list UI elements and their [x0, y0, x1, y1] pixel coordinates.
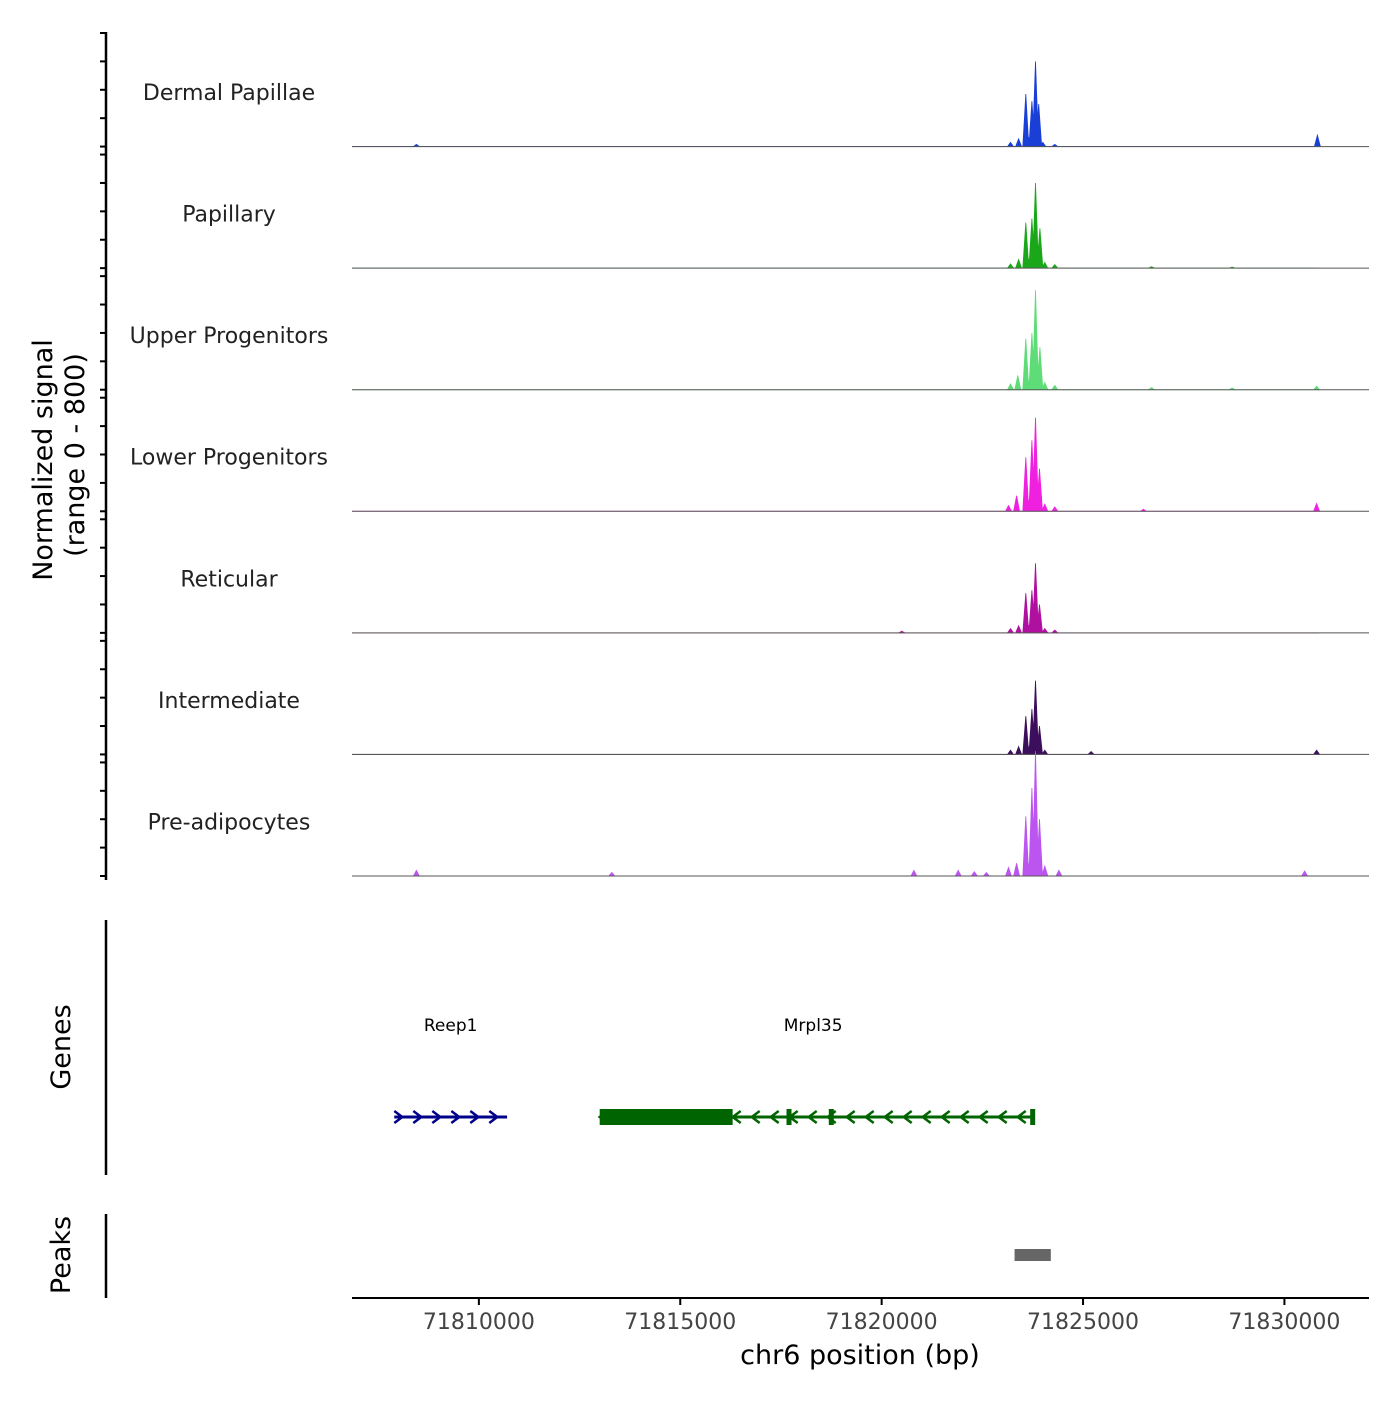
gene-label-reep1: Reep1 — [424, 1016, 478, 1036]
strand-arrow — [863, 1110, 875, 1124]
track-label-papillary: Papillary — [182, 203, 276, 228]
track-pre-adipocytes: Pre-adipocytes — [148, 751, 1369, 877]
gene-exon-block — [599, 1109, 733, 1125]
strand-arrow — [488, 1110, 500, 1124]
x-tick-label: 71810000 — [423, 1310, 535, 1335]
gene-mrpl35: Mrpl35 — [597, 1016, 1036, 1125]
signal-y-axis — [100, 32, 108, 880]
strand-arrow — [730, 1110, 742, 1124]
strand-arrow — [882, 1110, 894, 1124]
coverage-tracks: Dermal Papillae Papillary Upper Progenitor… — [130, 61, 1369, 877]
signal-area-lower-progenitors — [352, 417, 1321, 512]
track-label-intermediate: Intermediate — [158, 689, 300, 714]
x-tick-label: 71825000 — [1027, 1310, 1139, 1335]
strand-arrow — [412, 1110, 424, 1124]
track-lower-progenitors: Lower Progenitors — [130, 417, 1369, 512]
track-intermediate: Intermediate — [158, 680, 1369, 755]
strand-arrow — [431, 1110, 443, 1124]
signal-area-upper-progenitors — [352, 290, 1321, 391]
strand-arrow — [749, 1110, 761, 1124]
signal-area-reticular — [352, 563, 1319, 634]
track-label-dermal-papillae: Dermal Papillae — [143, 81, 315, 106]
y-axis-title-line2: (range 0 - 800) — [60, 353, 91, 557]
strand-arrow — [806, 1110, 818, 1124]
signal-area-papillary — [352, 182, 1319, 269]
peak-region — [1014, 1249, 1051, 1261]
strand-arrow — [469, 1110, 481, 1124]
track-label-upper-progenitors: Upper Progenitors — [130, 324, 329, 349]
signal-area-pre-adipocytes — [352, 751, 1319, 877]
strand-arrow — [920, 1110, 932, 1124]
strand-arrow — [1015, 1110, 1027, 1124]
strand-arrow — [939, 1110, 951, 1124]
track-dermal-papillae: Dermal Papillae — [143, 61, 1369, 148]
track-label-pre-adipocytes: Pre-adipocytes — [148, 810, 311, 835]
strand-arrow — [901, 1110, 913, 1124]
gene-annotations: Reep1 Mrpl35 — [393, 1016, 1036, 1125]
strand-arrow — [958, 1110, 970, 1124]
track-label-reticular: Reticular — [180, 567, 278, 592]
strand-arrow — [393, 1110, 405, 1124]
x-tick-label: 71815000 — [624, 1310, 736, 1335]
peaks-panel-label: Peaks — [46, 1216, 77, 1294]
gene-label-mrpl35: Mrpl35 — [784, 1016, 843, 1036]
signal-area-intermediate — [352, 680, 1321, 755]
strand-arrow — [996, 1110, 1008, 1124]
x-axis-ticks: 71810000 71815000 71820000 71825000 71830000 — [423, 1298, 1340, 1335]
strand-arrow — [977, 1110, 989, 1124]
gene-exon — [786, 1109, 792, 1125]
strand-arrow — [844, 1110, 856, 1124]
gene-exon — [1030, 1109, 1036, 1125]
track-papillary: Papillary — [182, 182, 1369, 269]
peak-annotations — [1014, 1249, 1051, 1261]
x-tick-label: 71820000 — [826, 1310, 938, 1335]
strand-arrow — [450, 1110, 462, 1124]
signal-area-dermal-papillae — [352, 61, 1321, 147]
strand-arrow — [768, 1110, 780, 1124]
x-axis-title: chr6 position (bp) — [740, 1340, 980, 1371]
track-upper-progenitors: Upper Progenitors — [130, 290, 1369, 391]
track-reticular: Reticular — [180, 563, 1369, 634]
track-label-lower-progenitors: Lower Progenitors — [130, 446, 328, 471]
genes-panel-label: Genes — [46, 1004, 77, 1089]
y-axis-title-line1: Normalized signal — [28, 339, 59, 581]
gene-exon — [828, 1109, 834, 1125]
x-tick-label: 71830000 — [1228, 1310, 1340, 1335]
gene-reep1: Reep1 — [393, 1016, 508, 1124]
